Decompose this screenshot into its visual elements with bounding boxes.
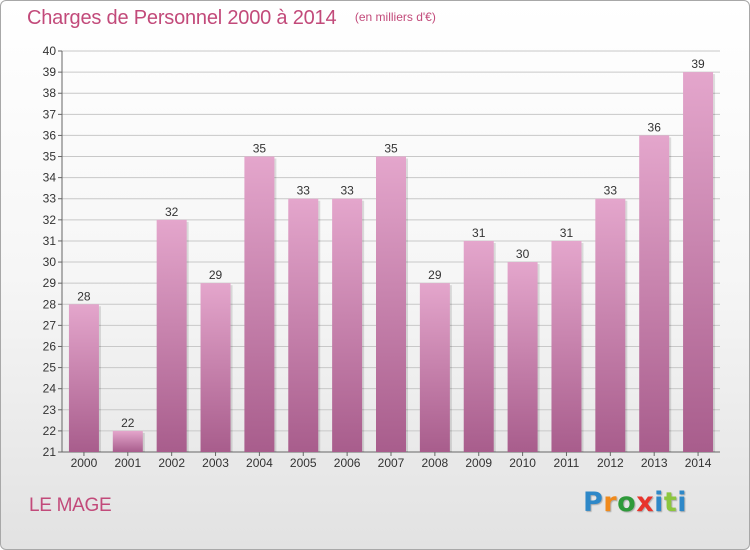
y-tick-labels: 21 22 23 24 25 26 27 28 29 30 31 32 33 34 35 36 37 38 39 40 [43,44,57,459]
logo-letter: t [663,487,678,518]
y-tick-label: 23 [43,403,57,417]
data-label: 35 [384,142,398,156]
chart-title: Charges de Personnel 2000 à 2014 [27,7,337,29]
bar [112,430,143,452]
data-label: 33 [340,184,354,198]
bar [68,304,99,452]
y-tick-label: 39 [43,65,57,79]
bar [463,240,494,452]
x-tick-label: 2008 [422,456,449,470]
x-tick-label: 2003 [202,456,229,470]
logo-letter: i [677,487,688,518]
y-tick-label: 26 [43,339,57,353]
logo-letter: P [583,487,604,518]
bar [244,156,275,453]
x-tick-label: 2006 [334,456,361,470]
bar [595,198,626,452]
data-label: 22 [121,416,135,430]
y-tick-label: 37 [43,107,57,121]
y-tick-label: 29 [43,276,57,290]
x-tick-label: 2004 [246,456,273,470]
data-label: 29 [428,268,442,282]
x-tick-label: 2013 [641,456,668,470]
x-tick-label: 2014 [685,456,712,470]
x-tick-label: 2002 [158,456,185,470]
x-tick-label: 2005 [290,456,317,470]
data-label: 36 [648,120,662,134]
logo-letter: x [636,487,655,518]
data-label: 33 [297,184,311,198]
x-tick-label: 2009 [465,456,492,470]
y-tick-label: 21 [43,445,57,459]
bar [332,198,363,452]
bar [156,219,187,452]
data-label: 30 [516,247,530,261]
data-label: 33 [604,184,618,198]
bar [639,135,670,452]
x-tick-label: 2001 [114,456,141,470]
y-tick-label: 31 [43,234,57,248]
bar [200,283,231,452]
y-tick-label: 33 [43,192,57,206]
proxiti-logo[interactable]: Proxiti [583,487,687,518]
y-tick-label: 32 [43,213,57,227]
data-label: 39 [691,57,705,71]
y-tick-label: 22 [43,424,57,438]
x-tick-labels: 2000 2001 2002 2003 2004 2005 2006 2007 2008 2009… [71,452,712,470]
y-tick-label: 34 [43,171,57,185]
data-label: 31 [560,226,574,240]
title-block: Charges de Personnel 2000 à 2014 (en mil… [27,7,436,30]
x-tick-label: 2012 [597,456,624,470]
y-tick-label: 28 [43,297,57,311]
data-label: 35 [253,142,267,156]
logo-letter: o [617,487,637,518]
bars [68,72,716,453]
bar [419,283,450,452]
bar [551,240,582,452]
x-tick-label: 2007 [378,456,405,470]
y-tick-label: 35 [43,150,57,164]
logo-letter: i [654,487,664,518]
bar [683,72,714,453]
bar [376,156,406,453]
bar [507,262,538,452]
data-labels: 28 22 32 29 35 33 33 35 29 31 30 31 33 36 39 [77,57,705,430]
data-label: 28 [77,289,91,303]
y-tick-label: 40 [43,44,57,58]
place-label: LE MAGE [29,495,112,516]
x-tick-label: 2000 [71,456,98,470]
y-tick-label: 24 [43,382,57,396]
x-tick-label: 2010 [509,456,536,470]
data-label: 32 [165,205,179,219]
y-tick-label: 27 [43,318,57,332]
chart-subtitle: (en milliers d'€) [354,10,436,24]
x-tick-label: 2011 [554,456,580,470]
bar [288,198,319,452]
y-tick-label: 36 [43,128,57,142]
y-tick-label: 25 [43,361,57,375]
y-tick-label: 30 [43,255,57,269]
y-tick-label: 38 [43,86,57,100]
data-label: 31 [472,226,486,240]
logo-letter: r [603,487,618,518]
data-label: 29 [209,268,223,282]
